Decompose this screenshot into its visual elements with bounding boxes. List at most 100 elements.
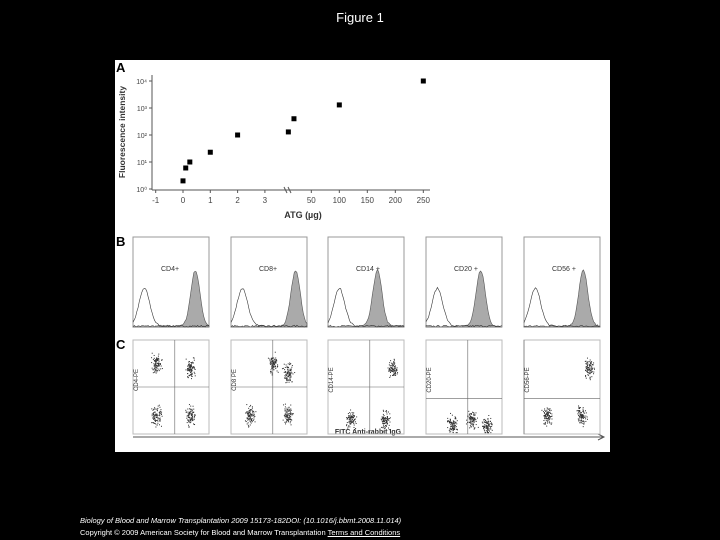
- event-dot: [154, 419, 156, 421]
- event-dot: [154, 413, 156, 415]
- event-dot: [548, 415, 550, 417]
- event-dot: [382, 423, 384, 425]
- event-dot: [190, 417, 192, 419]
- terms-link[interactable]: Terms and Conditions: [327, 528, 401, 537]
- event-dot: [386, 423, 388, 425]
- event-dot: [270, 360, 272, 362]
- event-dot: [579, 417, 581, 419]
- event-dot: [485, 419, 487, 421]
- event-dot: [291, 381, 293, 383]
- event-dot: [284, 371, 286, 373]
- event-dot: [285, 373, 287, 375]
- event-dot: [590, 361, 592, 363]
- event-dot: [589, 366, 591, 368]
- event-dot: [353, 423, 355, 425]
- x-tick-label: 200: [389, 196, 403, 205]
- event-dot: [381, 419, 383, 421]
- event-dot: [161, 359, 163, 361]
- event-dot: [287, 376, 289, 378]
- event-dot: [454, 421, 456, 423]
- event-dot: [486, 425, 488, 427]
- event-dot: [251, 407, 253, 409]
- event-dot: [591, 368, 593, 370]
- event-dot: [274, 361, 276, 363]
- event-dot: [158, 353, 160, 355]
- event-dot: [354, 421, 356, 423]
- event-dot: [285, 416, 287, 418]
- event-dot: [350, 413, 352, 415]
- event-dot: [157, 417, 159, 419]
- event-dot: [156, 363, 158, 365]
- event-dot: [488, 424, 490, 426]
- event-dot: [192, 405, 194, 407]
- event-dot: [192, 411, 194, 413]
- event-dot: [585, 367, 587, 369]
- event-dot: [450, 425, 452, 427]
- event-dot: [484, 421, 486, 423]
- event-dot: [547, 416, 549, 418]
- citation: Biology of Blood and Marrow Transplantat…: [80, 516, 402, 525]
- event-dot: [388, 364, 390, 366]
- event-dot: [388, 370, 390, 372]
- event-dot: [351, 419, 353, 421]
- event-dot: [473, 415, 475, 417]
- event-dot: [383, 420, 385, 422]
- event-dot: [579, 411, 581, 413]
- event-dot: [586, 418, 588, 420]
- event-dot: [587, 369, 589, 371]
- event-dot: [249, 418, 251, 420]
- event-dot: [474, 420, 476, 422]
- event-dot: [272, 367, 274, 369]
- event-dot: [550, 415, 552, 417]
- event-dot: [153, 354, 155, 356]
- event-dot: [583, 421, 585, 423]
- event-dot: [585, 374, 587, 376]
- event-dot: [349, 423, 351, 425]
- event-dot: [160, 412, 162, 414]
- event-dot: [579, 411, 581, 413]
- event-dot: [153, 363, 155, 365]
- event-dot: [349, 421, 351, 423]
- event-dot: [188, 420, 190, 422]
- event-dot: [452, 429, 454, 431]
- event-dot: [544, 408, 546, 410]
- event-dot: [546, 422, 548, 424]
- event-dot: [582, 415, 584, 417]
- event-dot: [579, 415, 581, 417]
- event-dot: [382, 418, 384, 420]
- event-dot: [351, 416, 353, 418]
- stained-histogram: [523, 269, 601, 328]
- event-dot: [581, 414, 583, 416]
- event-dot: [272, 363, 274, 365]
- event-dot: [578, 413, 580, 415]
- event-dot: [351, 421, 353, 423]
- event-dot: [385, 421, 387, 423]
- event-dot: [472, 426, 474, 428]
- event-dot: [160, 409, 162, 411]
- event-dot: [291, 368, 293, 370]
- event-dot: [290, 408, 292, 410]
- event-dot: [482, 422, 484, 424]
- event-dot: [451, 422, 453, 424]
- data-point: [180, 178, 186, 184]
- event-dot: [587, 374, 589, 376]
- event-dot: [546, 415, 548, 417]
- event-dot: [580, 414, 582, 416]
- event-dot: [193, 415, 195, 417]
- event-dot: [353, 424, 355, 426]
- event-dot: [289, 378, 291, 380]
- event-dot: [191, 408, 193, 410]
- event-dot: [454, 424, 456, 426]
- event-dot: [284, 375, 286, 377]
- event-dot: [289, 418, 291, 420]
- event-dot: [192, 366, 194, 368]
- event-dot: [589, 362, 591, 364]
- event-dot: [582, 410, 584, 412]
- event-dot: [286, 410, 288, 412]
- event-dot: [452, 432, 454, 434]
- event-dot: [271, 374, 273, 376]
- event-dot: [394, 372, 396, 374]
- event-dot: [160, 425, 162, 427]
- event-dot: [475, 420, 477, 422]
- event-dot: [469, 425, 471, 427]
